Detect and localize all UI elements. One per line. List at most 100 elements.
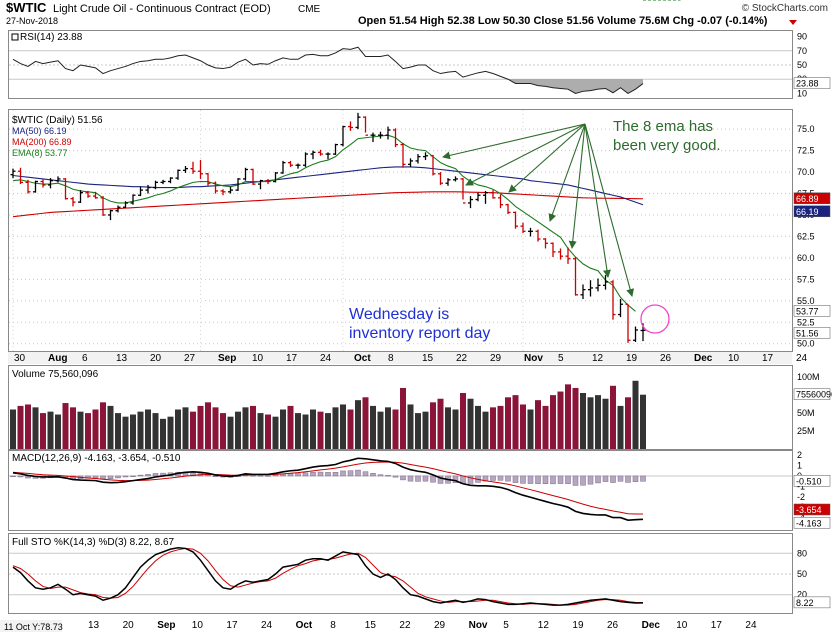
volume-bar (527, 409, 534, 449)
volume-bar (115, 413, 121, 449)
annotation-arrow (568, 123, 586, 249)
ohlc-bar (243, 167, 248, 181)
volume-bar (490, 407, 496, 449)
ohlc-bar (498, 194, 503, 209)
volume-bar (85, 413, 91, 449)
volume-bar (392, 409, 399, 449)
x-tick-label: Sep (157, 620, 175, 631)
volume-bar (152, 413, 159, 449)
sto-layer (12, 546, 644, 606)
volume-bar (535, 400, 541, 449)
x-axis-labels: 30 Aug 6 13 20 27 Sep 10 17 24 Oct 8 15 22 29 Nov 5 12 19 2… (14, 353, 808, 364)
volume-bar (460, 392, 466, 449)
macd-histogram-bar (392, 475, 399, 478)
annotation-arrow (584, 123, 611, 278)
ohlc-bar (228, 186, 233, 194)
x-tick-label: 17 (762, 353, 774, 364)
volume-bar (452, 409, 459, 449)
volume-bar (160, 418, 166, 449)
ema-note-line: The 8 ema has (613, 118, 713, 135)
x-tick-label: 26 (607, 620, 619, 631)
x-tick-label: Sep (218, 353, 236, 364)
macd-histogram-bar (17, 475, 24, 478)
macd-histogram-bar (332, 472, 339, 477)
ohlc-bar (558, 248, 563, 260)
ohlc-bar (250, 168, 256, 185)
macd-histogram-bar (565, 475, 571, 484)
macd-histogram-bar (362, 471, 369, 477)
x-tick-label: Nov (469, 620, 488, 631)
macd-label: MACD(12,26,9) -4.163, -3.654, -0.510 (12, 453, 181, 464)
macd-histogram-bar (10, 475, 16, 477)
x-tick-label: 8 (330, 620, 336, 631)
price-legend-ema8: EMA(8) 53.77 (12, 148, 68, 158)
volume-bar (145, 409, 151, 449)
x-tick-label: 24 (796, 353, 808, 364)
price-tick-label: 72.5 (797, 146, 815, 156)
ohlc-bar (520, 222, 526, 234)
volume-panel (8, 365, 793, 450)
ohlc-bar (595, 278, 601, 292)
ema8-badge-bg (793, 305, 831, 317)
volume-bar (370, 405, 376, 449)
ohlc-bar (100, 196, 106, 216)
price-tick-label: 62.5 (797, 231, 815, 241)
panel-frames (8, 30, 793, 614)
volume-bar (497, 405, 504, 449)
ohlc-bar (145, 184, 151, 194)
x-tick-label: Aug (48, 353, 67, 364)
price-tick-label: 50.0 (797, 339, 815, 349)
ohlc-bar (438, 172, 443, 185)
macd-histogram-bar (310, 471, 316, 477)
macd-histogram-bar (400, 475, 406, 481)
volume-bar (632, 380, 639, 449)
ohlc-bar (505, 203, 511, 215)
ma50-line (12, 166, 644, 206)
ohlc-bar (445, 178, 451, 186)
x-tick-label: 26 (660, 353, 672, 364)
chart-date: 27-Nov-2018 (6, 16, 58, 26)
x-tick-label: 10 (252, 353, 264, 364)
chart-title-symbol: $WTIC (6, 0, 47, 15)
volume-bar (572, 387, 579, 449)
volume-bar (182, 407, 189, 449)
ohlc-bar (400, 142, 406, 168)
ema8-badge: 53.77 (796, 306, 819, 316)
macd-histogram-bar (617, 475, 624, 482)
volume-tick-label: 100M (797, 372, 820, 382)
rsi-label: RSI(14) 23.88 (20, 32, 83, 43)
ohlc-bar (573, 257, 578, 296)
volume-bar (130, 414, 136, 449)
volume-bar (610, 385, 616, 449)
volume-bar (332, 407, 339, 449)
rsi-line (12, 46, 644, 95)
volume-bar (175, 409, 181, 449)
ohlc-bar (618, 299, 623, 318)
x-tick-label: 12 (592, 353, 604, 364)
volume-bar (100, 402, 106, 449)
ohlc-bar (48, 178, 53, 189)
volume-bar (475, 405, 481, 449)
x-tick-label: 13 (88, 620, 100, 631)
x-tick-label: 29 (434, 620, 446, 631)
volume-bar (77, 411, 84, 449)
sto-tick-label: 20 (797, 590, 807, 600)
x-tick-label: 15 (422, 353, 434, 364)
volume-last-badge-bg (793, 388, 831, 400)
inventory-note-line: Wednesday is (349, 306, 449, 323)
volume-bar (400, 387, 406, 449)
x-tick-label: 10 (676, 620, 688, 631)
x-tick-label: 15 (365, 620, 377, 631)
ohlc-bar (25, 179, 31, 194)
macd-histogram-bar (250, 475, 256, 477)
ohlc-bar (378, 131, 383, 139)
stockcharts-watermark: © StockCharts.com (742, 3, 828, 14)
x-tick-label: 6 (82, 353, 88, 364)
x-tick-label: 30 (14, 353, 26, 364)
ohlc-bar (310, 150, 316, 160)
rsi-tick-label: 90 (797, 32, 807, 42)
ohlc-bar (190, 161, 196, 174)
volume-bar (445, 407, 451, 449)
ohlc-bar (453, 176, 458, 182)
